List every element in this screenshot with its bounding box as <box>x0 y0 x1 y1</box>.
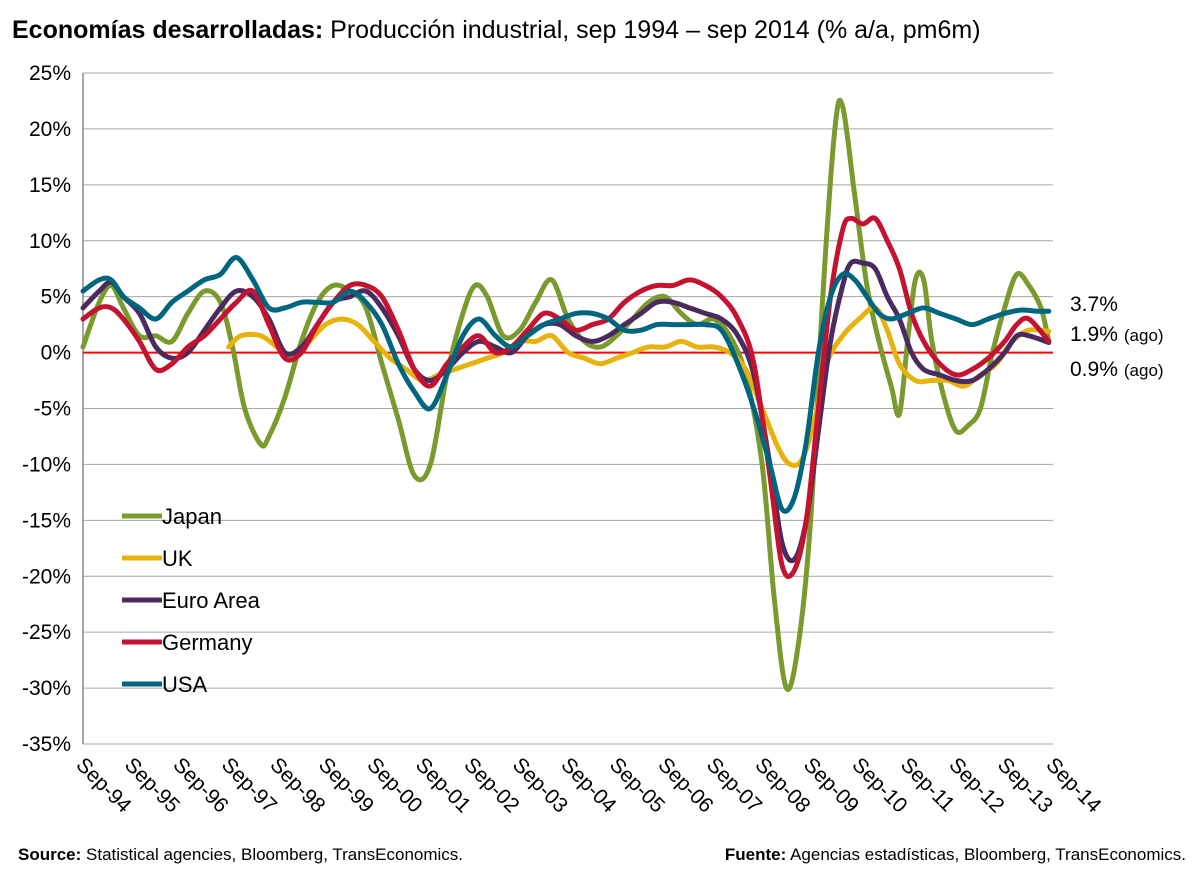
end-label-note: (ago) <box>1124 361 1164 380</box>
y-tick-label: 15% <box>29 174 71 197</box>
series-line-uk <box>226 305 1052 468</box>
y-tick-label: -35% <box>22 733 71 756</box>
source-label: Source: <box>18 845 82 864</box>
chart-title-bold: Economías desarrolladas: <box>12 16 324 44</box>
y-tick-label: 20% <box>29 118 71 141</box>
y-tick-label: 5% <box>41 286 71 309</box>
y-tick-label: 0% <box>41 342 71 365</box>
end-label-value: 0.9% <box>1070 358 1118 381</box>
legend-label: Japan <box>162 504 222 529</box>
chart-title: Economías desarrolladas: Producción indu… <box>12 16 981 45</box>
y-tick-label: -10% <box>22 453 71 476</box>
fuente-text: Agencias estadísticas, Bloomberg, TransE… <box>786 845 1186 864</box>
y-tick-label: -15% <box>22 509 71 532</box>
fuente-label: Fuente: <box>724 845 787 864</box>
end-label: 3.7% <box>1070 293 1118 316</box>
legend-label: Germany <box>162 630 252 655</box>
legend-label: USA <box>162 672 208 697</box>
end-label-value: 1.9% <box>1070 323 1118 346</box>
end-label: 1.9% (ago) <box>1070 323 1164 346</box>
y-tick-label: 25% <box>29 62 71 85</box>
y-tick-label: -5% <box>34 398 71 421</box>
y-tick-label: -20% <box>22 565 71 588</box>
series-line-germany <box>80 215 1052 580</box>
y-tick-label: -25% <box>22 621 71 644</box>
end-value-labels: 3.7% 1.9% (ago) 0.9% (ago) <box>1070 293 1164 381</box>
source-text: Statistical agencies, Bloomberg, TransEc… <box>81 845 464 864</box>
y-tick-label: 10% <box>29 230 71 253</box>
legend-label: Euro Area <box>162 588 261 613</box>
end-label-note: (ago) <box>1124 326 1164 345</box>
legend: Japan UK Euro Area Germany USA <box>122 504 261 697</box>
fuente-note: Fuente: Agencias estadísticas, Bloomberg… <box>725 845 1186 865</box>
end-label: 0.9% (ago) <box>1070 358 1164 381</box>
y-tick-label: -30% <box>22 677 71 700</box>
series-line-usa <box>80 255 1052 514</box>
y-axis-ticks: 25% 20% 15% 10% 5% 0% -5% -10% -15% -20% -25% -30% -… <box>22 62 71 756</box>
series-lines <box>80 97 1052 692</box>
end-label-value: 3.7% <box>1070 293 1118 316</box>
source-note: Source: Statistical agencies, Bloomberg,… <box>18 845 463 865</box>
x-tick-label: Sep-14 <box>1041 753 1105 817</box>
legend-label: UK <box>162 546 193 571</box>
series-line-euro-area <box>80 258 1052 564</box>
x-axis-ticks: Sep-94Sep-95Sep-96Sep-97Sep-98Sep-99Sep-… <box>71 753 1105 817</box>
chart-title-rest: Producción industrial, sep 1994 – sep 20… <box>323 16 981 44</box>
